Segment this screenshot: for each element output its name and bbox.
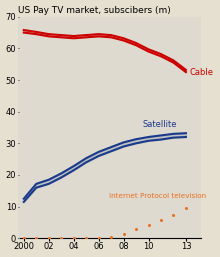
Text: Internet Protocol television: Internet Protocol television: [109, 192, 206, 199]
Text: US Pay TV market, subscibers (m): US Pay TV market, subscibers (m): [18, 6, 170, 15]
Text: Cable: Cable: [190, 68, 214, 77]
Text: Satellite: Satellite: [142, 120, 177, 129]
